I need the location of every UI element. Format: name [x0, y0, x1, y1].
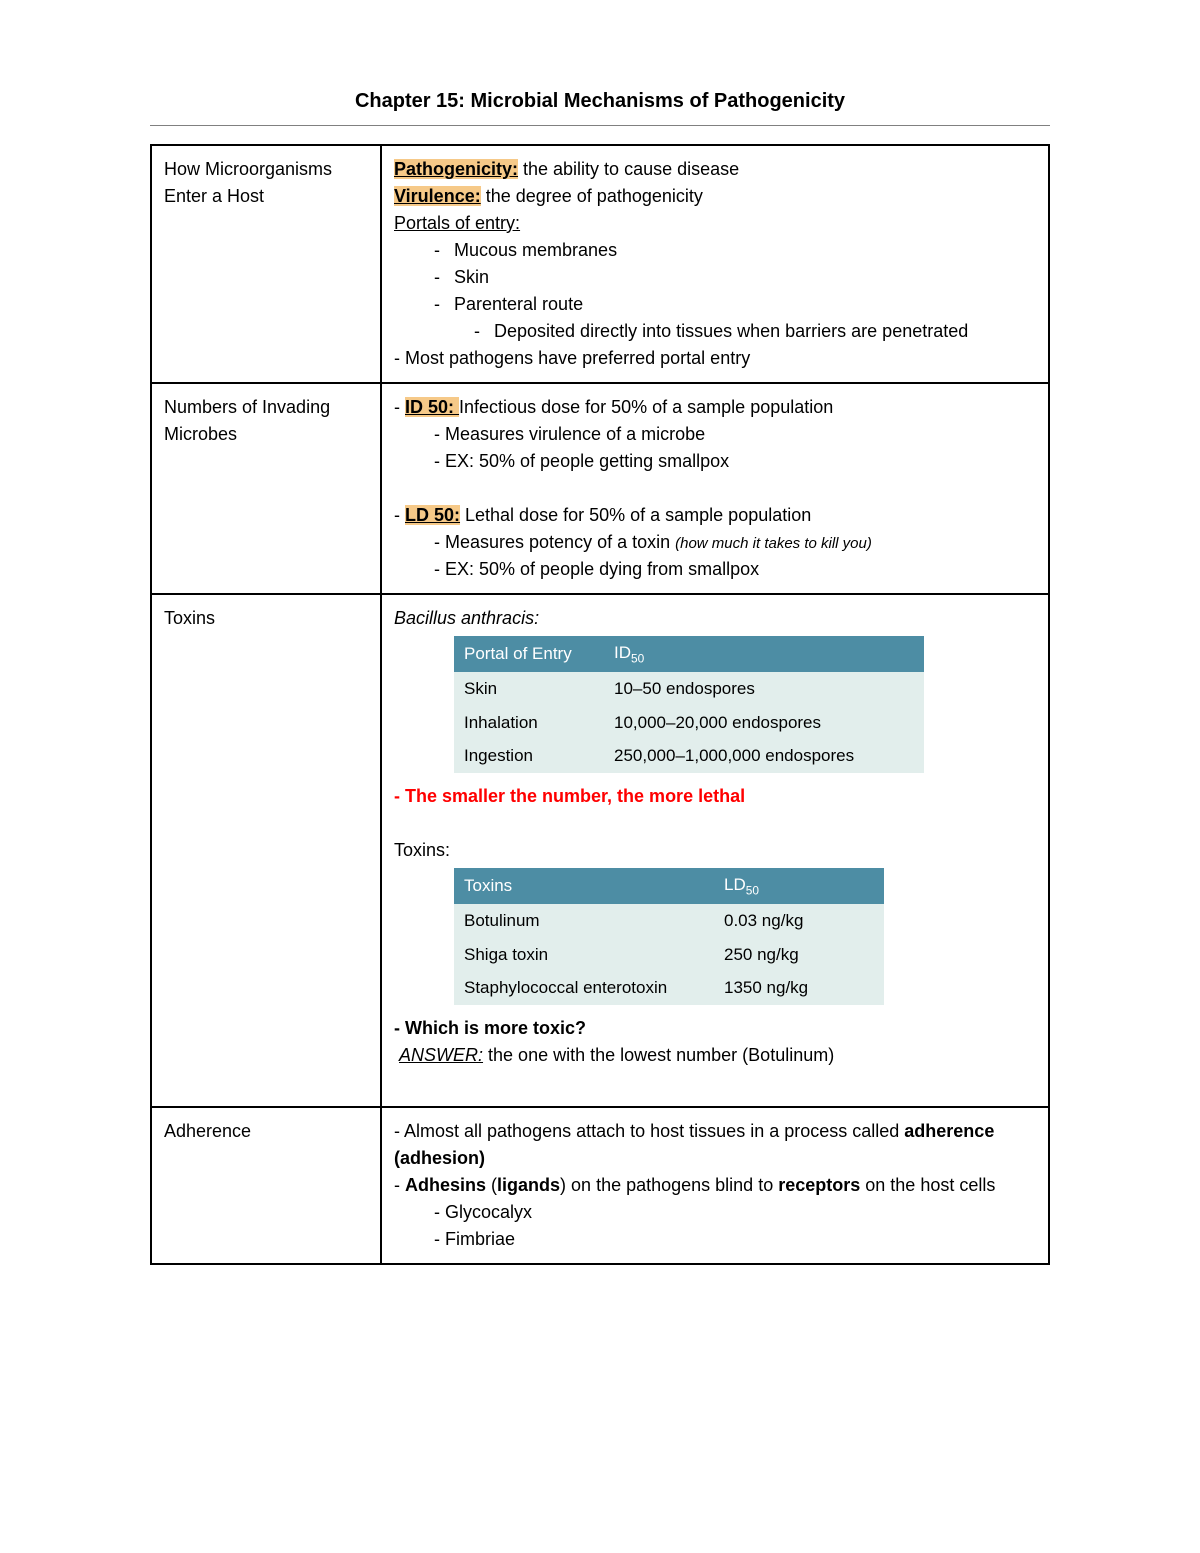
portal-item: Skin — [454, 264, 1036, 291]
th-portal: Portal of Entry — [454, 636, 604, 672]
page-title: Chapter 15: Microbial Mechanisms of Path… — [150, 90, 1050, 113]
th-id50: ID50 — [604, 636, 924, 672]
cell: Staphylococcal enterotoxin — [454, 971, 714, 1005]
toxic-question: - Which is more toxic? — [394, 1015, 1036, 1042]
row-content: Bacillus anthracis: Portal of Entry ID50… — [381, 594, 1049, 1107]
term-ld50: LD 50: — [405, 505, 460, 525]
row-footer: - Most pathogens have preferred portal e… — [394, 345, 1036, 372]
t: on the host cells — [860, 1175, 995, 1195]
cell: Botulinum — [454, 904, 714, 938]
id50-sub: - EX: 50% of people getting smallpox — [394, 448, 1036, 475]
toxins-label: Toxins: — [394, 837, 1036, 864]
def-ld50: Lethal dose for 50% of a sample populati… — [460, 505, 811, 525]
def-id50: Infectious dose for 50% of a sample popu… — [459, 397, 833, 417]
t: ( — [486, 1175, 497, 1195]
bullet-dash: - — [434, 237, 454, 264]
row-label: How Microorganisms Enter a Host — [151, 145, 381, 383]
bacillus-label: Bacillus anthracis: — [394, 605, 1036, 632]
cell: 1350 ng/kg — [714, 971, 884, 1005]
term-pathogenicity: Pathogenicity: — [394, 159, 518, 179]
adh-sub: - Fimbriae — [394, 1226, 1036, 1253]
ld50-sub: - Measures potency of a toxin — [434, 532, 675, 552]
def-pathogenicity: the ability to cause disease — [518, 159, 739, 179]
cell: 0.03 ng/kg — [714, 904, 884, 938]
term-id50: ID 50: — [405, 397, 459, 417]
cell: Inhalation — [454, 706, 604, 740]
bullet-dash: - — [474, 318, 494, 345]
t: ) on the pathogens blind to — [560, 1175, 778, 1195]
cell: 250,000–1,000,000 endospores — [604, 739, 924, 773]
table-row: How Microorganisms Enter a Host Pathogen… — [151, 145, 1049, 383]
def-virulence: the degree of pathogenicity — [481, 186, 703, 206]
cell: 250 ng/kg — [714, 938, 884, 972]
adh-receptors: receptors — [778, 1175, 860, 1195]
cell: Ingestion — [454, 739, 604, 773]
cell: 10,000–20,000 endospores — [604, 706, 924, 740]
cell: Shiga toxin — [454, 938, 714, 972]
portal-sub: Deposited directly into tissues when bar… — [494, 318, 1036, 345]
table-row: Adherence - Almost all pathogens attach … — [151, 1107, 1049, 1264]
adh-sub: - Glycocalyx — [394, 1199, 1036, 1226]
id50-sub: - Measures virulence of a microbe — [394, 421, 1036, 448]
adh-adhesins: Adhesins — [405, 1175, 486, 1195]
row-content: - ID 50: Infectious dose for 50% of a sa… — [381, 383, 1049, 594]
adh-ligands: ligands — [497, 1175, 560, 1195]
row-label: Toxins — [151, 594, 381, 1107]
portal-entry-table: Portal of Entry ID50 Skin10–50 endospore… — [454, 636, 924, 773]
lethal-note: - The smaller the number, the more letha… — [394, 783, 1036, 810]
th-toxins: Toxins — [454, 868, 714, 904]
ld50-sub: - EX: 50% of people dying from smallpox — [394, 556, 1036, 583]
toxins-table: Toxins LD50 Botulinum0.03 ng/kg Shiga to… — [454, 868, 884, 1005]
row-content: Pathogenicity: the ability to cause dise… — [381, 145, 1049, 383]
row-label: Numbers of Invading Microbes — [151, 383, 381, 594]
portal-item: Parenteral route — [454, 291, 1036, 318]
table-row: Toxins Bacillus anthracis: Portal of Ent… — [151, 594, 1049, 1107]
adh-line1-pre: - Almost all pathogens attach to host ti… — [394, 1121, 904, 1141]
table-row: Numbers of Invading Microbes - ID 50: In… — [151, 383, 1049, 594]
cell: Skin — [454, 672, 604, 706]
ld50-sub-italic: (how much it takes to kill you) — [675, 535, 872, 552]
answer-text: the one with the lowest number (Botulinu… — [483, 1045, 834, 1065]
main-table: How Microorganisms Enter a Host Pathogen… — [150, 144, 1050, 1265]
row-label: Adherence — [151, 1107, 381, 1264]
title-rule — [150, 125, 1050, 126]
term-virulence: Virulence: — [394, 186, 481, 206]
answer-label: ANSWER: — [399, 1045, 483, 1065]
portal-item: Mucous membranes — [454, 237, 1036, 264]
cell: 10–50 endospores — [604, 672, 924, 706]
portals-label: Portals of entry: — [394, 213, 520, 233]
th-ld50: LD50 — [714, 868, 884, 904]
bullet-dash: - — [434, 264, 454, 291]
adh-line2-pre: - — [394, 1175, 405, 1195]
row-content: - Almost all pathogens attach to host ti… — [381, 1107, 1049, 1264]
bullet-dash: - — [434, 291, 454, 318]
